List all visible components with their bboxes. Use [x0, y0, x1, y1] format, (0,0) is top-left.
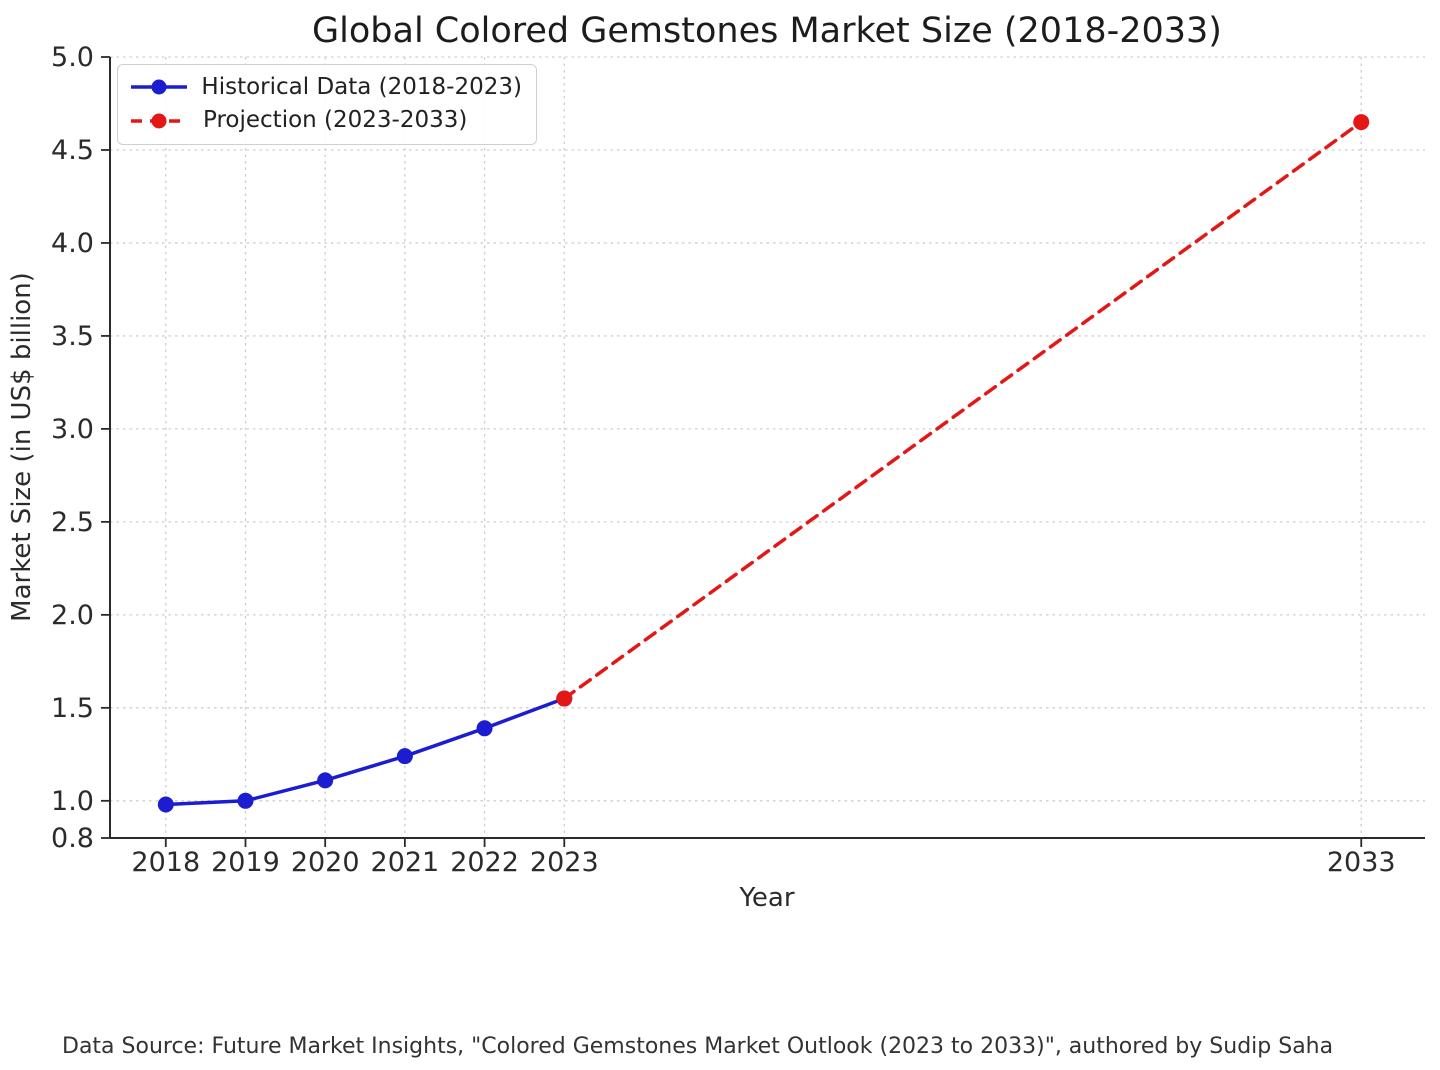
legend-item-historical: Historical Data (2018-2023) [128, 74, 522, 100]
series-line [164, 696, 567, 807]
data-source-caption: Data Source: Future Market Insights, "Co… [62, 1034, 1333, 1059]
data-point-marker [476, 720, 493, 737]
x-tick-label: 2033 [1327, 847, 1396, 878]
historical-line-sample-icon [131, 79, 187, 95]
data-point-marker [317, 772, 334, 789]
y-tick-label: 3.0 [51, 414, 94, 445]
y-axis-label: Market Size (in US$ billion) [7, 272, 37, 622]
axes-spines [109, 57, 1425, 839]
y-tick-label: 3.5 [51, 321, 94, 352]
x-tick-label: 2018 [131, 847, 200, 878]
x-tick-label: 2019 [211, 847, 280, 878]
y-tick-label: 2.0 [51, 600, 94, 631]
legend-label-historical: Historical Data (2018-2023) [201, 74, 522, 100]
data-point-marker [157, 796, 174, 813]
y-tick-label: 4.5 [51, 135, 94, 166]
series-markers [157, 114, 1370, 813]
x-axis-label: Year [738, 883, 794, 913]
chart-title: Global Colored Gemstones Market Size (20… [312, 11, 1222, 51]
data-point-marker [556, 690, 573, 707]
data-point-marker [396, 748, 413, 765]
y-tick-label: 1.5 [51, 693, 94, 724]
axis-ticks [101, 56, 1363, 847]
y-tick-label: 0.8 [51, 823, 94, 854]
x-tick-label: 2023 [530, 847, 599, 878]
data-point-marker [1353, 114, 1370, 131]
series-line [562, 120, 1363, 701]
x-tick-label: 2021 [371, 847, 440, 878]
axis-tick-labels: 2018 2019 2020 2021 2022 2023 2033 0.8 1.0 1.5 2.0… [51, 42, 1396, 878]
x-tick-label: 2020 [291, 847, 360, 878]
gridlines [110, 56, 1425, 839]
data-point-marker [237, 792, 254, 809]
y-tick-label: 4.0 [51, 228, 94, 259]
projection-line-sample-icon [131, 113, 187, 129]
legend: Historical Data (2018-2023) Projection (… [117, 64, 537, 145]
y-tick-label: 5.0 [51, 42, 94, 73]
legend-label-projection: Projection (2023-2033) [203, 107, 468, 134]
legend-item-projection: Projection (2023-2033) [128, 107, 522, 133]
y-tick-label: 1.0 [51, 786, 94, 817]
y-tick-label: 2.5 [51, 507, 94, 538]
series-lines [164, 120, 1363, 807]
x-tick-label: 2022 [450, 847, 519, 878]
